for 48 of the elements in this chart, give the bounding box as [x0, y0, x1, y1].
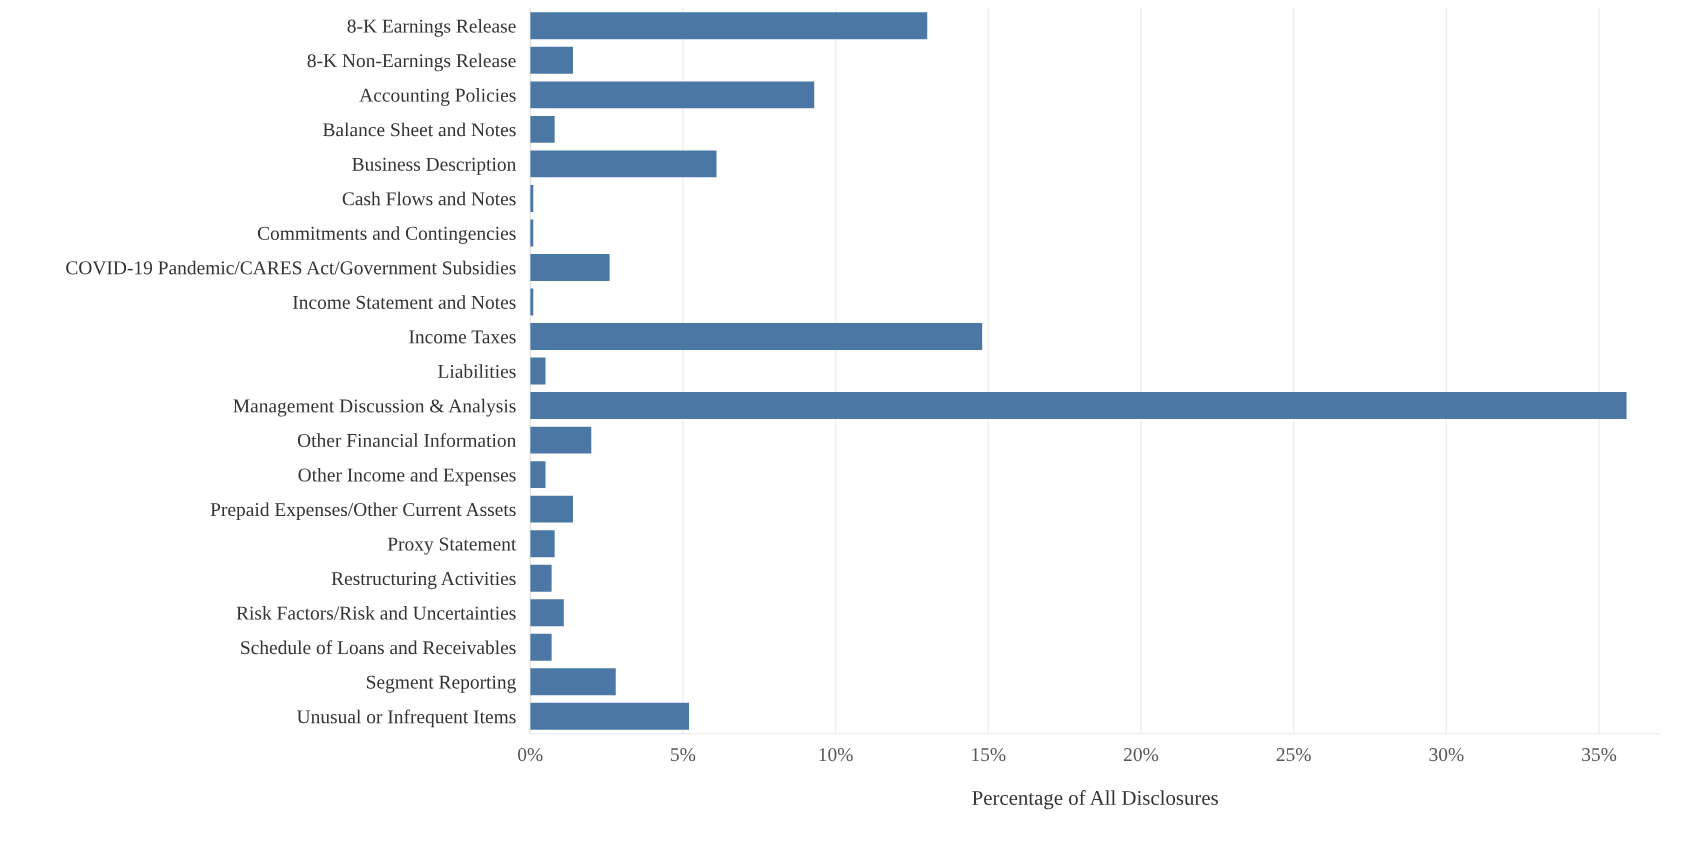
bar [530, 564, 552, 592]
x-tick-label: 25% [1276, 748, 1311, 762]
bar [530, 254, 610, 281]
bar [530, 633, 552, 661]
bar [530, 323, 983, 350]
bar [530, 702, 690, 730]
y-tick-label: Balance Sheet and Notes [323, 122, 516, 137]
x-tick-label: 20% [1124, 748, 1159, 762]
bar [530, 599, 564, 627]
y-tick-label: Unusual or Infrequent Items [296, 709, 516, 728]
bar [530, 461, 546, 489]
y-tick-label: Restructuring Activities [331, 572, 516, 590]
x-tick-label: 15% [972, 748, 1006, 762]
bar [530, 668, 616, 696]
y-tick-label: Management Discussion & Analysis [233, 398, 516, 417]
bar [530, 115, 555, 143]
x-tick-label: 35% [1582, 748, 1617, 762]
bar [530, 530, 555, 558]
y-tick-label: Other Income and Expenses [298, 467, 516, 486]
bar [530, 46, 573, 74]
bar [530, 150, 717, 178]
y-tick-label: Risk Factors/Risk and Uncertainties [236, 605, 516, 620]
y-tick-label: Income Taxes [409, 330, 516, 344]
x-tick-label: 30% [1429, 748, 1464, 762]
y-tick-label: Segment Reporting [366, 675, 516, 693]
bar [530, 426, 592, 454]
y-tick-label: Prepaid Expenses/Other Current Assets [210, 502, 516, 521]
y-tick-label: Proxy Statement [387, 537, 517, 555]
y-tick-label: Liabilities [438, 364, 516, 378]
y-tick-label: Other Financial Information [297, 433, 517, 448]
x-tick-label: 5% [671, 748, 696, 762]
x-tick-label: 0% [518, 748, 543, 762]
y-tick-label: COVID-19 Pandemic/CARES Act/Government Subsidies [66, 260, 516, 275]
bar [530, 12, 928, 40]
y-tick-label: Accounting Policies [359, 88, 516, 106]
y-tick-label: Commitments and Contingencies [257, 226, 516, 244]
bar [530, 392, 1627, 420]
x-tick-label: 10% [819, 748, 853, 762]
bar [530, 357, 546, 385]
y-tick-label: Income Statement and Notes [292, 295, 516, 309]
y-tick-label: Business Description [352, 157, 517, 175]
y-tick-label: Cash Flows and Notes [342, 191, 516, 206]
y-tick-label: 8-K Non-Earnings Release [307, 53, 516, 72]
y-tick-label: Schedule of Loans and Receivables [241, 640, 516, 655]
bar [530, 495, 573, 523]
y-tick-label: 8-K Earnings Release [347, 19, 516, 37]
bar [530, 81, 815, 109]
x-axis-title: Percentage of All Disclosures [972, 790, 1218, 810]
